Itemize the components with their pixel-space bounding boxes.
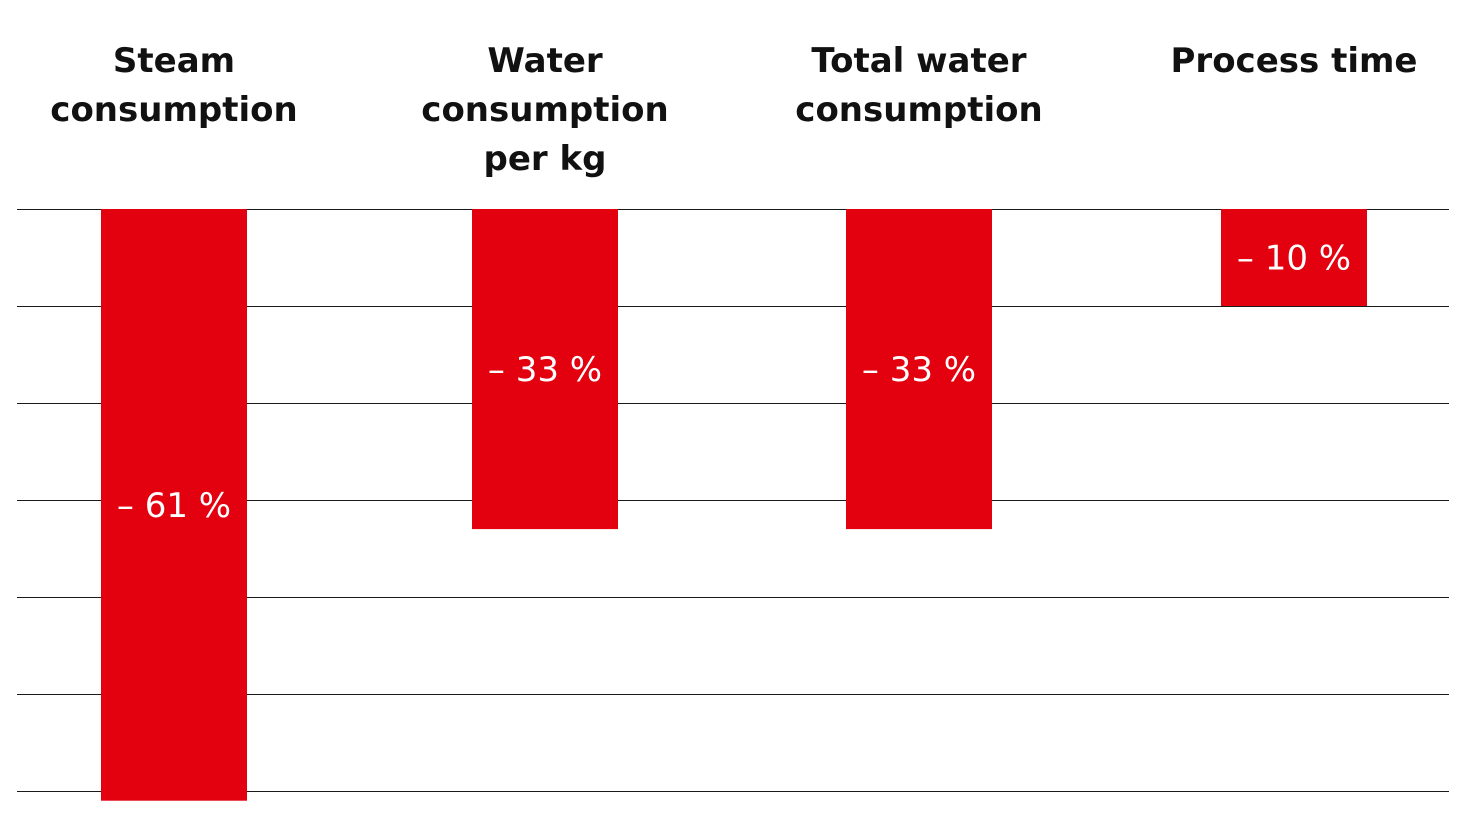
category-label-line: consumption [50,90,297,130]
bar-1 [472,209,618,530]
value-label-1: – 33 % [488,350,602,390]
value-label-0: – 61 % [117,486,231,526]
gridlines [17,209,1449,792]
bar-0 [101,209,247,801]
category-label-3: Process time [1171,41,1418,81]
value-label-3: – 10 % [1237,239,1351,279]
category-label-line: Steam [113,41,235,81]
bars [101,209,1367,801]
bar-3 [1221,209,1367,306]
category-label-line: Process time [1171,41,1418,81]
category-labels: Steam consumption Water consumption per kg To… [50,41,1417,179]
category-label-line: Total water [811,41,1026,81]
category-label-line: consumption [421,90,668,130]
value-labels: – 61 % – 33 % – 33 % – 10 % [117,239,1351,526]
category-label-line: Water [487,41,603,81]
value-label-2: – 33 % [862,350,976,390]
category-label-line: per kg [484,139,607,179]
category-label-line: consumption [795,90,1042,130]
category-label-1: Water consumption per kg [421,41,668,179]
bar-2 [846,209,992,530]
category-label-2: Total water consumption [795,41,1042,130]
category-label-0: Steam consumption [50,41,297,130]
